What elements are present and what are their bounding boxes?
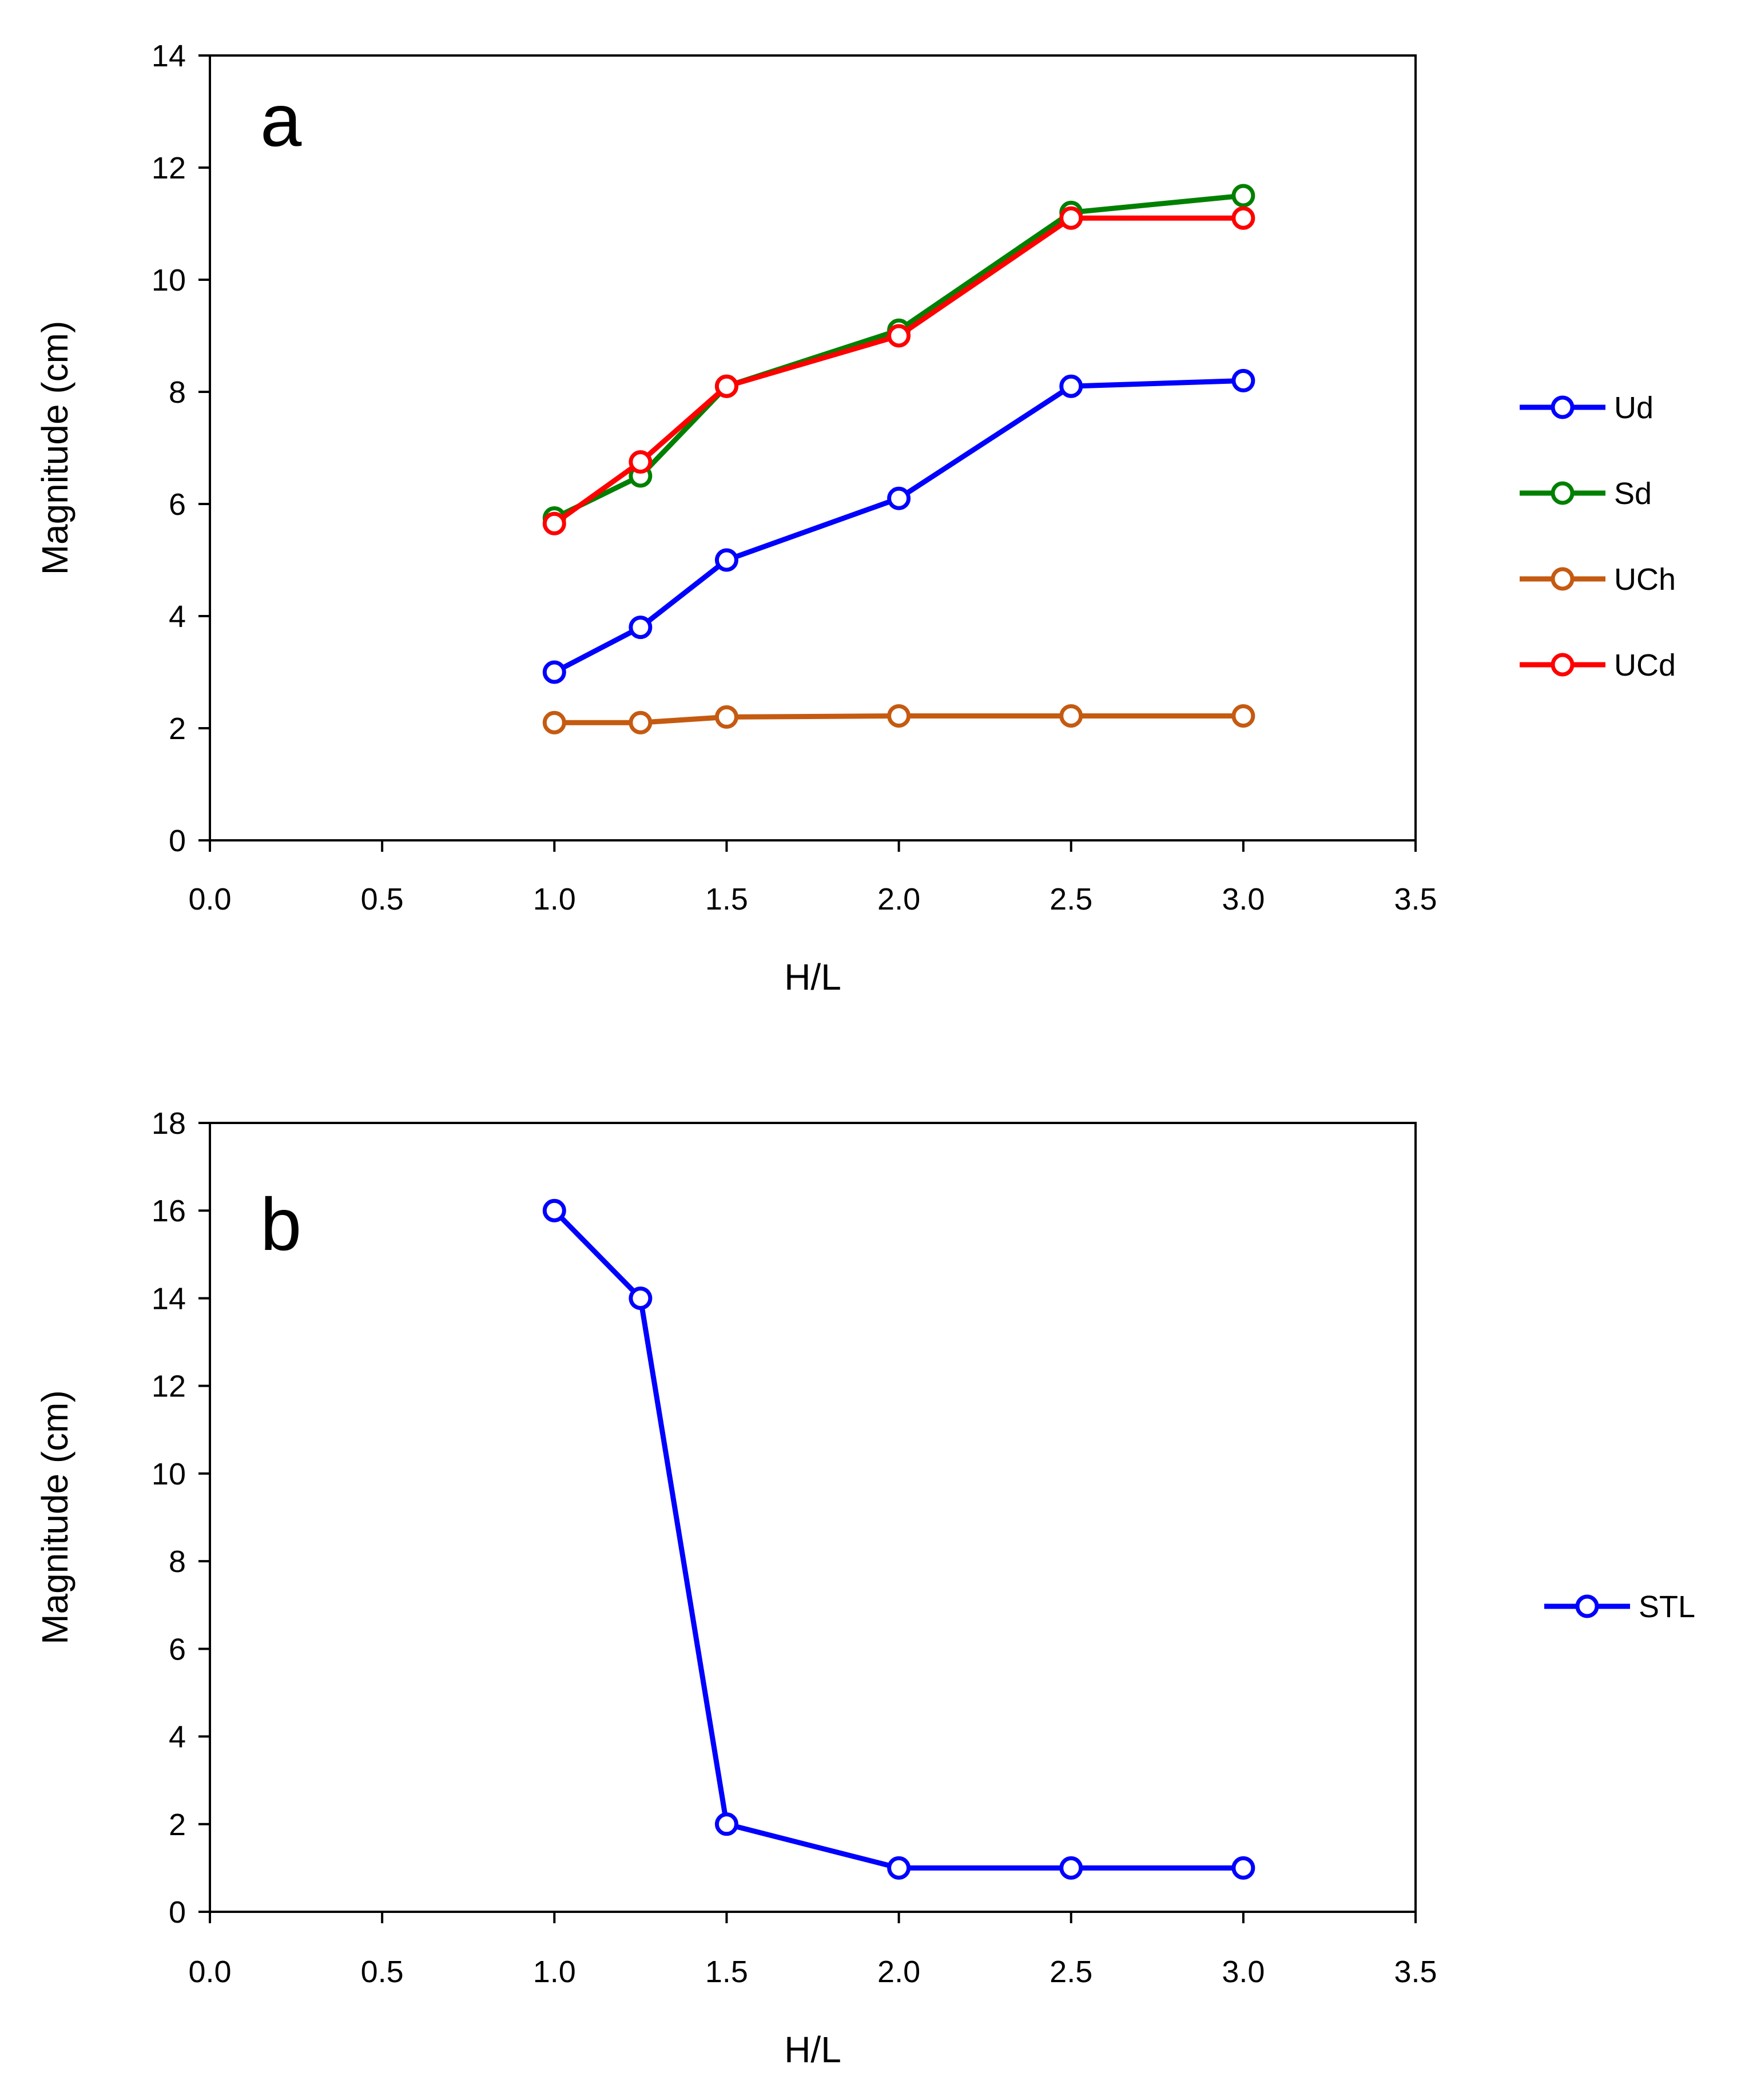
legend-marker-UCh xyxy=(1551,567,1575,591)
data-point-STL xyxy=(714,1812,738,1836)
series-line-Ud xyxy=(553,378,1244,674)
legend-marker-Ud xyxy=(1551,395,1575,419)
y-tick-label: 4 xyxy=(169,600,186,634)
y-axis-title: Magnitude (cm) xyxy=(34,1390,75,1645)
x-tick-label: 3.0 xyxy=(1222,882,1265,916)
data-point-UCh xyxy=(542,710,566,735)
x-axis-title: H/L xyxy=(784,2029,841,2070)
data-point-UCh xyxy=(629,710,653,735)
y-tick-label: 6 xyxy=(169,1632,186,1666)
y-tick-label: 12 xyxy=(152,151,186,185)
y-tick-label: 12 xyxy=(152,1369,186,1404)
data-point-UCd xyxy=(629,450,653,474)
legend-label-STL: STL xyxy=(1639,1590,1695,1624)
data-point-Ud xyxy=(1059,374,1083,398)
x-tick-label: 0.0 xyxy=(188,882,231,916)
plot-frame xyxy=(209,1122,1417,1913)
y-tick-label: 8 xyxy=(169,1545,186,1579)
data-point-UCd xyxy=(1231,206,1255,230)
y-tick-label: 18 xyxy=(152,1106,186,1141)
legend-marker-STL xyxy=(1575,1594,1599,1618)
data-point-UCh xyxy=(1231,704,1255,728)
data-point-UCd xyxy=(542,511,566,535)
series-line-UCd xyxy=(552,215,1243,526)
y-tick-label: 8 xyxy=(169,375,186,410)
y-tick-label: 14 xyxy=(152,1281,186,1316)
x-tick-label: 1.5 xyxy=(705,1955,748,1989)
data-point-STL xyxy=(542,1198,566,1222)
x-tick-label: 1.0 xyxy=(533,1955,576,1989)
series-line-UCh xyxy=(554,713,1243,725)
legend-label-UCd: UCd xyxy=(1614,648,1676,682)
data-point-UCd xyxy=(1059,206,1083,230)
legend-label-Ud: Ud xyxy=(1614,391,1653,425)
y-tick-label: 14 xyxy=(152,39,186,73)
y-tick-label: 2 xyxy=(169,1808,186,1842)
data-point-Ud xyxy=(887,486,911,510)
x-tick-label: 0.0 xyxy=(188,1955,231,1989)
data-point-UCd xyxy=(887,324,911,348)
y-axis-title: Magnitude (cm) xyxy=(34,321,75,575)
data-point-Ud xyxy=(1231,368,1255,392)
data-point-Ud xyxy=(714,548,738,572)
x-tick-label: 0.5 xyxy=(361,1955,404,1989)
legend-marker-Sd xyxy=(1551,481,1575,505)
panel-label: a xyxy=(260,78,302,162)
x-tick-label: 2.5 xyxy=(1050,882,1092,916)
x-tick-label: 0.5 xyxy=(361,882,404,916)
legend-marker-UCd xyxy=(1551,653,1575,677)
series-line-Sd xyxy=(553,193,1244,521)
legend-label-Sd: Sd xyxy=(1614,477,1652,511)
data-point-UCd xyxy=(714,374,738,398)
data-point-STL xyxy=(629,1286,653,1310)
y-tick-label: 4 xyxy=(169,1720,186,1754)
chart-panel-a: 0.0 0.5 1.0 1.5 2.0 2.5 3.0 3.5 0 2 4 6 8 10 12 14 H/L Ma… xyxy=(34,39,1676,998)
panel-label: b xyxy=(260,1182,301,1266)
y-tick-label: 2 xyxy=(169,712,186,746)
data-point-STL xyxy=(1231,1856,1255,1880)
data-point-STL xyxy=(887,1856,911,1880)
data-point-Ud xyxy=(629,616,653,640)
y-tick-label: 6 xyxy=(169,487,186,522)
x-tick-label: 3.5 xyxy=(1394,1955,1437,1989)
data-point-Sd xyxy=(1231,184,1255,208)
x-axis-title: H/L xyxy=(784,956,841,998)
plot-frame xyxy=(209,54,1417,841)
x-tick-label: 3.0 xyxy=(1222,1955,1265,1989)
y-tick-label: 10 xyxy=(152,1457,186,1491)
y-tick-label: 16 xyxy=(152,1194,186,1228)
data-point-Ud xyxy=(542,660,566,684)
y-tick-label: 0 xyxy=(169,1895,186,1930)
data-point-UCh xyxy=(887,704,911,728)
x-tick-label: 1.5 xyxy=(705,882,748,916)
data-point-STL xyxy=(1059,1856,1083,1880)
series-line-STL xyxy=(552,1209,1243,1871)
x-tick-label: 1.0 xyxy=(533,882,576,916)
x-tick-label: 2.0 xyxy=(877,1955,920,1989)
data-point-UCh xyxy=(714,705,738,729)
chart-panel-b: 0.0 0.5 1.0 1.5 2.0 2.5 3.0 3.5 0 2 4 6 8 10 12 14 16 18 H… xyxy=(34,1106,1695,2070)
y-tick-label: 10 xyxy=(152,263,186,297)
legend-label-UCh: UCh xyxy=(1614,562,1676,597)
x-tick-label: 2.5 xyxy=(1050,1955,1092,1989)
x-tick-label: 3.5 xyxy=(1394,882,1437,916)
x-tick-label: 2.0 xyxy=(877,882,920,916)
y-tick-label: 0 xyxy=(169,824,186,858)
data-point-UCh xyxy=(1059,704,1083,728)
